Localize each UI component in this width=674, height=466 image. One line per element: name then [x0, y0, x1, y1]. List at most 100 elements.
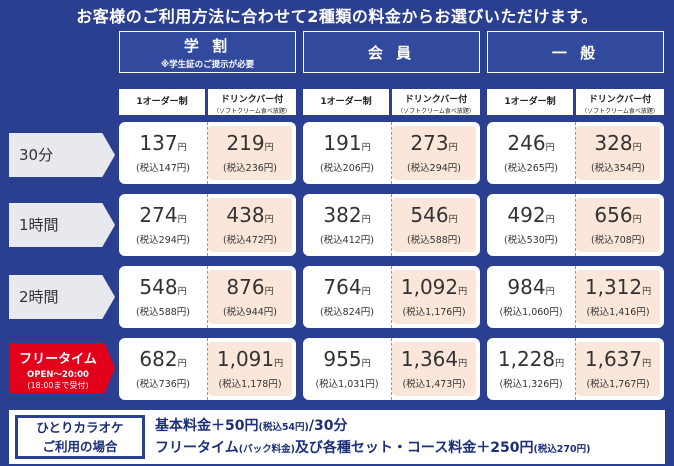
free-time-title: フリータイム	[19, 352, 97, 367]
cell-divider	[575, 194, 576, 256]
price-value: 328円	[594, 131, 642, 155]
price-tax-included: (税込412円)	[319, 235, 375, 246]
price-cell-drink: 1,637円 (税込1,767円)	[576, 342, 660, 396]
price-card: 492円 (税込530円) 656円 (税込708円)	[487, 194, 664, 256]
subhead-order: 1オーダー制	[119, 89, 205, 115]
price-value: 1,637円	[584, 347, 652, 371]
solo-karaoke-box: ひとりカラオケ ご利用の場合 基本料金＋50円(税込54円)/30分 フリータイ…	[9, 410, 665, 464]
row-label-30min: 30分	[9, 133, 115, 177]
price-tax-included: (税込530円)	[503, 235, 559, 246]
free-time-accept: (18:00まで受付)	[27, 381, 89, 390]
price-tax-included: (税込294円)	[135, 235, 191, 246]
price-tax-included: (税込736円)	[135, 379, 191, 390]
price-cell-order: 984円 (税込1,060円)	[487, 266, 575, 328]
price-cell-drink: 273円 (税込294円)	[392, 126, 476, 180]
price-value: 274円	[139, 203, 187, 227]
price-value: 1,364円	[400, 347, 468, 371]
price-card: 274円 (税込294円) 438円 (税込472円)	[119, 194, 296, 256]
price-cell-order: 137円 (税込147円)	[119, 122, 207, 184]
price-tax-included: (税込1,416円)	[586, 307, 650, 318]
price-cell-drink: 876円 (税込944円)	[208, 270, 292, 324]
price-value: 984円	[507, 275, 555, 299]
price-cell-drink: 546円 (税込588円)	[392, 198, 476, 252]
subhead-drink: ドリンクバー付 （ソフトクリーム食べ放題）	[392, 89, 480, 115]
price-value: 273円	[410, 131, 458, 155]
price-value: 191円	[323, 131, 371, 155]
price-cell-drink: 1,364円 (税込1,473円)	[392, 342, 476, 396]
price-value: 1,092円	[400, 275, 468, 299]
cell-divider	[575, 338, 576, 400]
price-card: 382円 (税込412円) 546円 (税込588円)	[303, 194, 480, 256]
price-cell-drink: 328円 (税込354円)	[576, 126, 660, 180]
price-cell-order: 191円 (税込206円)	[303, 122, 391, 184]
price-card: 246円 (税込265円) 328円 (税込354円)	[487, 122, 664, 184]
price-tax-included: (税込588円)	[135, 307, 191, 318]
solo-base-fee: 基本料金＋50円(税込54円)/30分	[155, 418, 348, 434]
solo-karaoke-label: ひとりカラオケ ご利用の場合	[15, 415, 145, 459]
plan-name: 一 般	[551, 44, 600, 62]
price-tax-included: (税込588円)	[406, 235, 462, 246]
solo-free-time-fee: フリータイム(パック料金)及び各種セット・コース料金＋250円(税込270円)	[155, 440, 591, 456]
subhead-drink: ドリンクバー付 （ソフトクリーム食べ放題）	[208, 89, 296, 115]
price-cell-drink: 219円 (税込236円)	[208, 126, 292, 180]
price-tax-included: (税込1,473円)	[402, 379, 466, 390]
price-cell-drink: 438円 (税込472円)	[208, 198, 292, 252]
price-cell-drink: 1,312円 (税込1,416円)	[576, 270, 660, 324]
price-value: 246円	[507, 131, 555, 155]
price-tax-included: (税込944円)	[222, 307, 278, 318]
cell-divider	[391, 194, 392, 256]
headline: お客様のご利用方法に合わせて2種類の料金からお選びいただけます。	[76, 7, 598, 26]
price-cell-drink: 656円 (税込708円)	[576, 198, 660, 252]
price-tax-included: (税込236円)	[222, 163, 278, 174]
price-value: 1,091円	[216, 347, 284, 371]
cell-divider	[391, 122, 392, 184]
price-value: 438円	[226, 203, 274, 227]
plan-note: ※学生証のご提示が必要	[160, 60, 255, 70]
price-cell-order: 274円 (税込294円)	[119, 194, 207, 256]
price-card: 548円 (税込588円) 876円 (税込944円)	[119, 266, 296, 328]
price-cell-order: 1,228円 (税込1,326円)	[487, 338, 575, 400]
cell-divider	[391, 266, 392, 328]
price-tax-included: (税込1,060円)	[499, 307, 563, 318]
price-value: 137円	[139, 131, 187, 155]
price-tax-included: (税込354円)	[590, 163, 646, 174]
price-cell-order: 955円 (税込1,031円)	[303, 338, 391, 400]
price-value: 548円	[139, 275, 187, 299]
cell-divider	[207, 338, 208, 400]
free-time-hours: OPEN～20:00	[27, 370, 89, 380]
price-card: 682円 (税込736円) 1,091円 (税込1,178円)	[119, 338, 296, 400]
subhead-order: 1オーダー制	[487, 89, 573, 115]
cell-divider	[207, 194, 208, 256]
price-cell-order: 246円 (税込265円)	[487, 122, 575, 184]
plan-header-general: 一 般	[487, 31, 664, 73]
price-card: 1,228円 (税込1,326円) 1,637円 (税込1,767円)	[487, 338, 664, 400]
price-tax-included: (税込824円)	[319, 307, 375, 318]
cell-divider	[207, 266, 208, 328]
price-tax-included: (税込708円)	[590, 235, 646, 246]
price-tax-included: (税込1,178円)	[218, 379, 282, 390]
price-value: 764円	[323, 275, 371, 299]
price-cell-drink: 1,092円 (税込1,176円)	[392, 270, 476, 324]
price-value: 492円	[507, 203, 555, 227]
price-cell-order: 492円 (税込530円)	[487, 194, 575, 256]
row-label-free-time: フリータイム OPEN～20:00 (18:00まで受付)	[9, 343, 115, 393]
price-card: 984円 (税込1,060円) 1,312円 (税込1,416円)	[487, 266, 664, 328]
price-value: 1,228円	[497, 347, 565, 371]
cell-divider	[575, 122, 576, 184]
price-value: 546円	[410, 203, 458, 227]
plan-name: 会 員	[367, 44, 416, 62]
price-tax-included: (税込1,767円)	[586, 379, 650, 390]
row-label-2hour: 2時間	[9, 275, 115, 319]
price-card: 764円 (税込824円) 1,092円 (税込1,176円)	[303, 266, 480, 328]
price-value: 656円	[594, 203, 642, 227]
price-cell-order: 764円 (税込824円)	[303, 266, 391, 328]
price-card: 137円 (税込147円) 219円 (税込236円)	[119, 122, 296, 184]
price-cell-order: 548円 (税込588円)	[119, 266, 207, 328]
price-tax-included: (税込206円)	[319, 163, 375, 174]
price-value: 955円	[323, 347, 371, 371]
plan-header-member: 会 員	[303, 31, 480, 73]
price-tax-included: (税込147円)	[135, 163, 191, 174]
price-tax-included: (税込1,176円)	[402, 307, 466, 318]
price-value: 876円	[226, 275, 274, 299]
cell-divider	[207, 122, 208, 184]
